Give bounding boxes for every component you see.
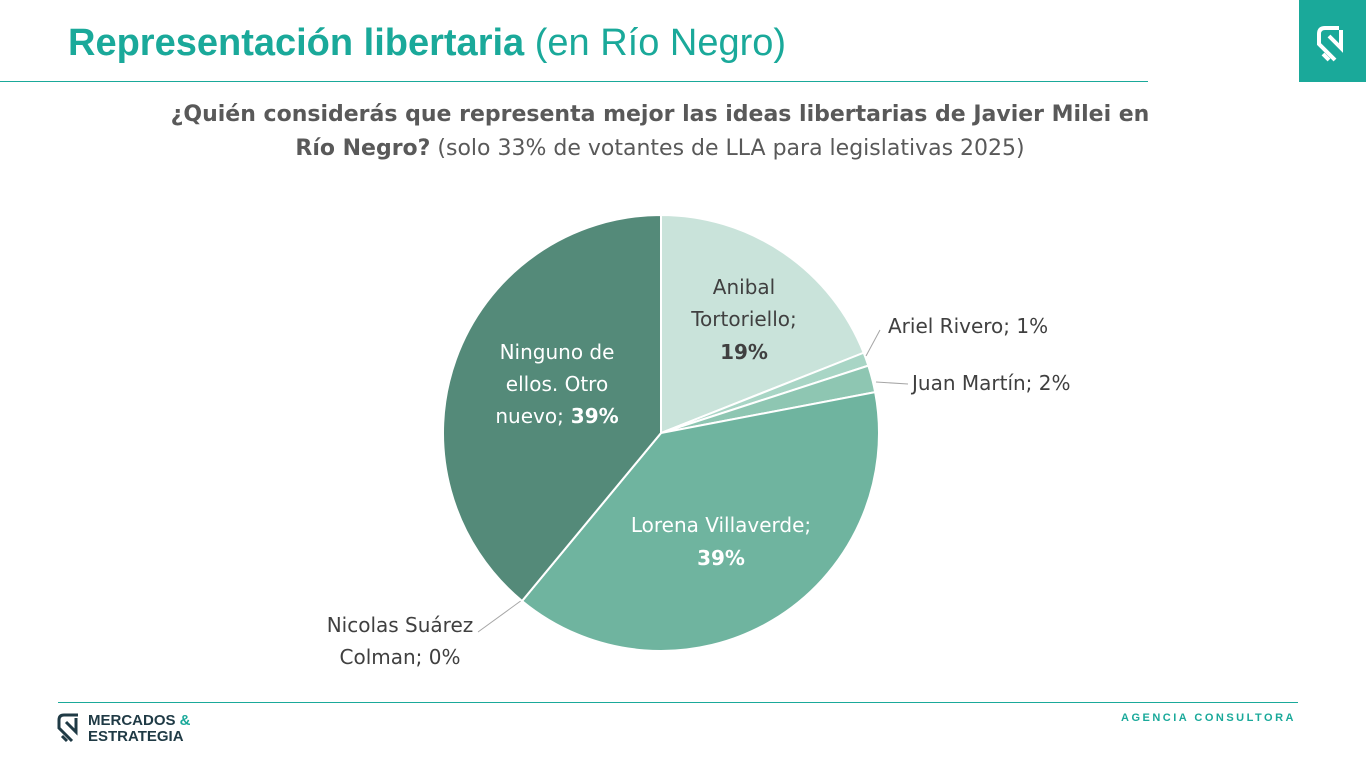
brand-logo-icon — [1317, 26, 1343, 62]
data-label-4: Nicolas Suárez Colman; 0% — [327, 613, 474, 669]
leader-line-4 — [477, 599, 523, 633]
data-label-3: Lorena Villaverde; 39% — [631, 513, 811, 570]
page-title: Representación libertaria (en Río Negro) — [68, 22, 787, 64]
data-label-1: Ariel Rivero; 1% — [888, 314, 1048, 338]
leader-line-2 — [875, 381, 909, 385]
data-label-2: Juan Martín; 2% — [910, 371, 1071, 395]
corner-logo — [1299, 0, 1366, 82]
leader-line-1 — [865, 329, 881, 357]
footer-logo-icon — [57, 713, 78, 743]
data-label-0: Anibal Tortoriello; 19% — [690, 275, 797, 364]
pie-slice-5 — [442, 213, 662, 603]
pie-slice-0 — [660, 213, 865, 435]
footer-brand: MERCADOS & ESTRATEGIA — [88, 712, 191, 745]
data-label-5: Ninguno de ellos. Otro nuevo; 39% — [495, 340, 618, 428]
footer-divider — [58, 702, 1298, 703]
footer-agency: AGENCIA CONSULTORA — [1121, 712, 1296, 724]
pie-slice-3 — [520, 390, 880, 652]
title-divider — [0, 81, 1148, 82]
chart-question: ¿Quién considerás que representa mejor l… — [170, 102, 1150, 161]
